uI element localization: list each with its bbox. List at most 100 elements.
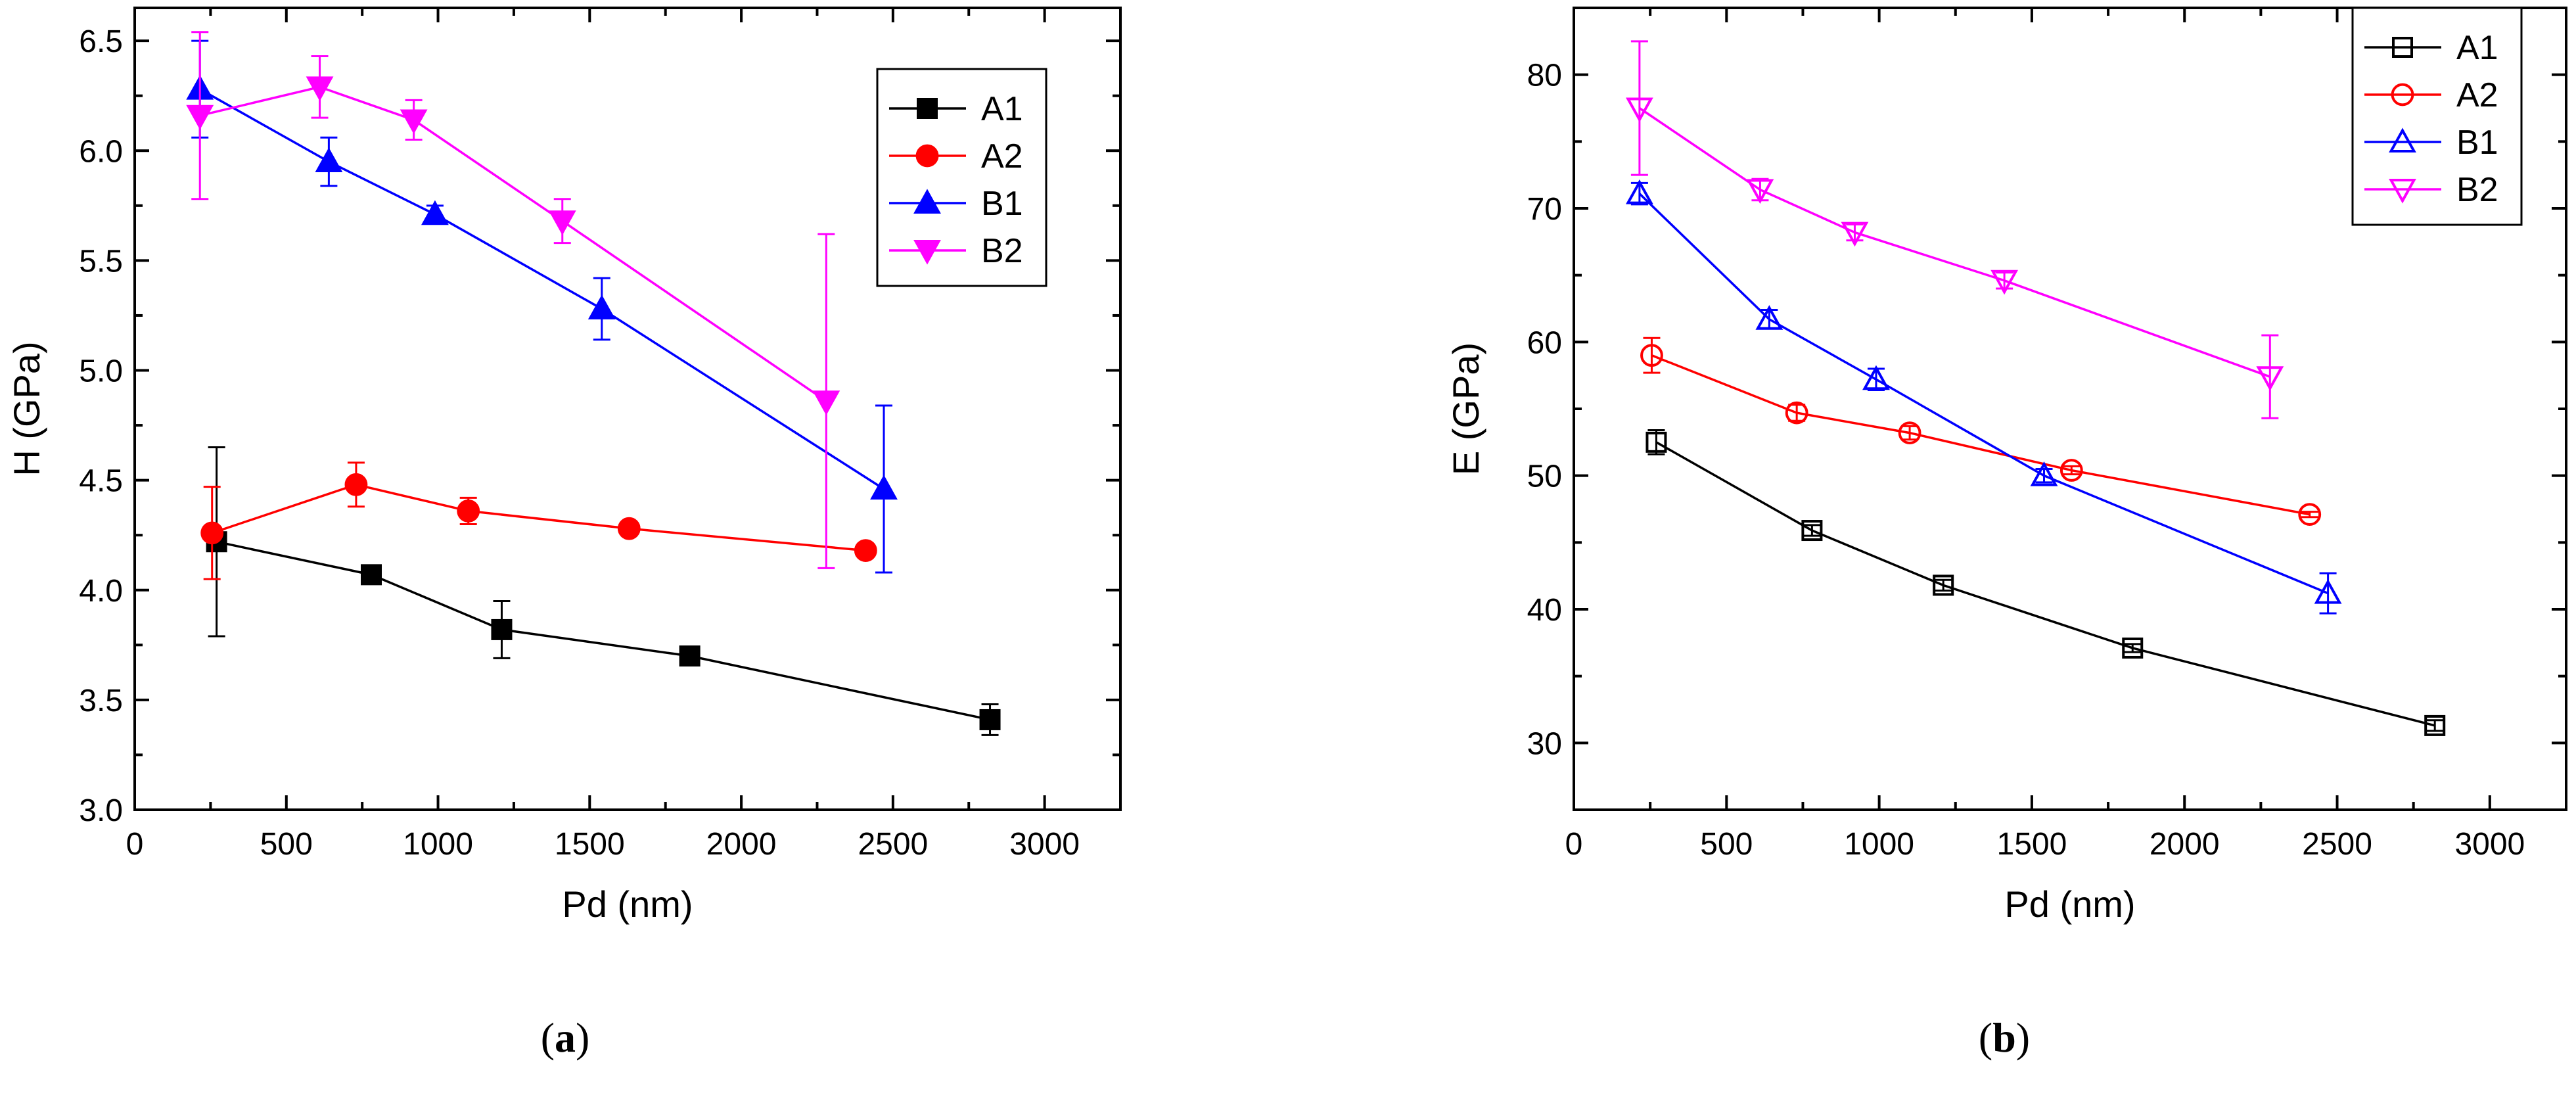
x-axis-title: Pd (nm) (2004, 883, 2135, 925)
panel-label: (b) (1979, 1014, 2030, 1061)
panel-label-close: ) (2016, 1014, 2030, 1061)
legend-label: B1 (981, 185, 1023, 223)
series-a1 (206, 446, 1001, 736)
legend-marker (915, 144, 939, 168)
legend-label: A2 (981, 137, 1023, 175)
series-line (212, 483, 866, 552)
data-point (812, 390, 840, 415)
data-point (2256, 366, 2284, 391)
panel-label-close: ) (576, 1014, 589, 1061)
y-tick-label: 4.5 (79, 464, 123, 499)
y-tick-label: 4.0 (79, 574, 123, 609)
panel-label-letter: b (1992, 1014, 2016, 1061)
data-point (870, 475, 898, 500)
legend-label: A1 (981, 90, 1023, 128)
data-point (200, 521, 224, 545)
data-point (361, 564, 382, 586)
y-tick-label: 60 (1527, 325, 1562, 360)
data-point (854, 539, 877, 562)
data-point (457, 500, 480, 523)
legend-label: B2 (2456, 171, 2498, 209)
legend-marker (2391, 83, 2414, 106)
series-a2 (200, 461, 877, 580)
data-point (1640, 344, 1663, 367)
data-point (1785, 401, 1808, 425)
x-tick-label: 500 (1700, 827, 1753, 862)
chart-b-modulus: 0 500 1000 1500 2000 2500 3000 30 40 50 60 70 80 Pd (… (1445, 7, 2567, 1061)
series-line (216, 540, 990, 721)
data-point (344, 473, 368, 496)
data-point (1645, 431, 1667, 453)
plot-frame (133, 7, 1122, 811)
y-tick-label: 30 (1527, 726, 1562, 761)
data-point (491, 619, 513, 640)
series-line (199, 85, 827, 402)
data-point (1625, 97, 1653, 123)
data-point (1625, 179, 1653, 204)
legend-marker (917, 98, 938, 119)
data-point (306, 76, 334, 101)
data-point (186, 105, 214, 130)
legend-marker (2392, 37, 2413, 58)
data-point (1862, 365, 1890, 390)
series-b2 (1625, 40, 2284, 419)
y-tick-label: 50 (1527, 459, 1562, 494)
x-tick-label: 1000 (403, 827, 473, 862)
x-tick-label: 1000 (1844, 827, 1914, 862)
y-axis-title: E (GPa) (1445, 342, 1486, 475)
x-tick-label: 0 (126, 827, 144, 862)
x-tick-label: 500 (260, 827, 313, 862)
data-point (1746, 179, 1774, 204)
legend-marker (2389, 128, 2416, 152)
series-line (1638, 193, 2329, 595)
data-point (2424, 714, 2446, 736)
data-point (587, 294, 616, 319)
legend-label: A1 (2456, 29, 2498, 67)
data-point (421, 200, 449, 225)
y-tick-label: 3.5 (79, 684, 123, 718)
data-point (1801, 520, 1823, 542)
x-tick-label: 2500 (858, 827, 928, 862)
data-point (979, 709, 1001, 730)
panel-label-open: ( (541, 1014, 555, 1061)
data-point (2030, 461, 2058, 486)
y-tick-label: 80 (1527, 58, 1562, 93)
y-tick-label: 40 (1527, 593, 1562, 628)
x-tick-label: 1500 (1997, 827, 2067, 862)
data-point (548, 210, 576, 235)
data-point (1933, 574, 1954, 596)
x-axis-title: Pd (nm) (562, 883, 693, 925)
y-axis-title: H (GPa) (6, 341, 47, 476)
series-b1 (1625, 179, 2342, 615)
data-point (1841, 222, 1869, 247)
legend: A1 A2 B1 B2 (2351, 7, 2523, 226)
series-a2 (1640, 337, 2322, 526)
legend-marker (913, 189, 941, 214)
series-line (199, 88, 885, 490)
x-tick-label: 3000 (1009, 827, 1080, 862)
series-line (1651, 354, 2311, 516)
x-tick-label: 3000 (2454, 827, 2525, 862)
legend-marker (913, 240, 941, 265)
y-tick-label: 3.0 (79, 793, 123, 828)
legend: A1 A2 B1 B2 (876, 68, 1047, 287)
legend-label: B2 (981, 232, 1023, 270)
panel-label-letter: a (555, 1014, 576, 1061)
data-point (315, 147, 343, 172)
y-tick-label: 5.5 (79, 244, 123, 279)
x-tick-label: 2500 (2302, 827, 2372, 862)
data-point (1898, 421, 1921, 444)
x-tick-label: 1500 (555, 827, 625, 862)
series-a1 (1645, 429, 2446, 736)
series-line (1638, 107, 2270, 378)
legend-label: A2 (2456, 76, 2498, 114)
data-point (2122, 637, 2144, 659)
y-tick-label: 5.0 (79, 354, 123, 389)
data-point (1990, 269, 2019, 295)
data-point (400, 109, 428, 135)
data-point (2314, 578, 2342, 604)
data-point (679, 645, 701, 667)
panel-label: (a) (541, 1014, 590, 1061)
legend-marker (2389, 179, 2416, 204)
